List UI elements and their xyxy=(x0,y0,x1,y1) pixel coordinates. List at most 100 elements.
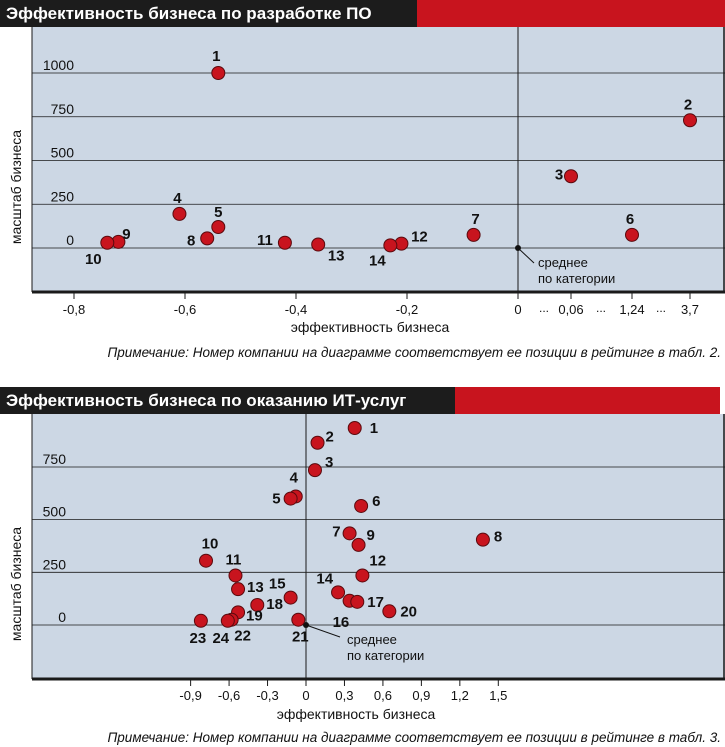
chart1-x-tick-label: 0,06 xyxy=(558,302,583,317)
chart1-point-label: 1 xyxy=(212,48,220,65)
chart2-x-tick-label: 0,3 xyxy=(335,688,353,703)
chart1-point-label: 3 xyxy=(555,166,563,183)
chart2-point-label: 14 xyxy=(316,570,333,587)
chart2-data-point xyxy=(193,613,208,628)
chart2-point-label: 15 xyxy=(269,576,286,593)
chart2-mean-label: по категории xyxy=(347,648,424,663)
chart1-mean-leader xyxy=(517,247,535,264)
chart2-mean-leader xyxy=(305,624,341,638)
chart1-data-point xyxy=(466,227,481,242)
chart2-point-label: 22 xyxy=(234,628,251,645)
chart1-point-label: 14 xyxy=(369,252,386,269)
chart1-point-label: 10 xyxy=(85,251,102,268)
chart2-plot-area xyxy=(32,414,725,679)
chart1-header: Эффективность бизнеса по разработке ПО xyxy=(0,0,725,27)
chart2-point-label: 20 xyxy=(400,603,417,620)
chart1-point-label: 9 xyxy=(122,226,130,243)
chart2-data-point xyxy=(347,420,362,435)
chart2-y-tick-label: 500 xyxy=(43,504,67,520)
chart2-data-point xyxy=(342,526,357,541)
chart1-point-label: 12 xyxy=(411,229,428,246)
chart2-data-point xyxy=(331,585,346,600)
chart1-header-red xyxy=(417,0,725,27)
chart2-x-axis-label: эффективность бизнеса xyxy=(277,706,436,722)
chart2-plot: 0 250 500 750 -0,9 -0,6 -0,3 0 0,3 0,6 0,9 1,2 1,5 эф… xyxy=(8,414,725,722)
chart1-y-tick-label: 0 xyxy=(66,232,74,248)
chart2-point-label: 3 xyxy=(325,454,333,471)
chart2-y-tick-label: 0 xyxy=(58,609,66,625)
chart2-data-point xyxy=(351,537,366,552)
chart2-point-label: 19 xyxy=(246,607,263,624)
chart2-data-point xyxy=(250,597,265,612)
chart2-point-label: 5 xyxy=(272,491,280,508)
chart1-point-label: 5 xyxy=(214,204,222,221)
chart1-x-axis-label: эффективность бизнеса xyxy=(291,319,450,335)
chart1-y-tick-label: 500 xyxy=(51,145,75,161)
chart2-data-point xyxy=(283,491,298,506)
chart2-point-label: 16 xyxy=(333,614,350,631)
chart2-x-tick-label: 0 xyxy=(302,688,309,703)
chart2-header: Эффективность бизнеса по оказанию ИТ-усл… xyxy=(0,387,725,414)
chart1-mean-label: среднее xyxy=(538,255,588,270)
chart1-plot: 0 250 500 750 1000 -0,8 -0,6 -0,4 -0,2 0 0,06 1,24 3… xyxy=(8,27,725,335)
chart2-header-black xyxy=(0,387,455,414)
chart2-data-point xyxy=(199,553,214,568)
chart1-x-tick-label: -0,6 xyxy=(174,302,196,317)
chart2-point-label: 21 xyxy=(292,629,309,646)
chart2-mean-label: среднее xyxy=(347,632,397,647)
chart2-x-tick-label: -0,6 xyxy=(218,688,240,703)
chart2-y-tick-label: 250 xyxy=(43,556,67,572)
chart1-x-tick-label: -0,4 xyxy=(285,302,307,317)
chart2-data-point xyxy=(475,532,490,547)
chart1-point-label: 8 xyxy=(187,232,195,249)
chart1-point-label: 2 xyxy=(684,96,692,113)
chart2-data-point xyxy=(228,568,243,583)
chart2-point-label: 13 xyxy=(247,579,264,596)
chart2-point-label: 6 xyxy=(372,493,380,510)
chart2-data-point xyxy=(231,582,246,597)
chart1-point-label: 7 xyxy=(471,211,479,228)
chart2-data-point xyxy=(354,498,369,513)
chart2-x-tick-label: 1,2 xyxy=(451,688,469,703)
chart1-title: Эффективность бизнеса по разработке ПО xyxy=(6,4,372,23)
chart1-data-point xyxy=(211,220,226,234)
chart2-data-point xyxy=(283,590,298,605)
chart2-data-point xyxy=(220,613,235,628)
chart2-point-label: 17 xyxy=(367,594,384,611)
chart1-data-point xyxy=(311,237,326,252)
chart2-point-label: 18 xyxy=(266,596,283,613)
chart1-data-point xyxy=(564,169,578,184)
chart2-point-label: 1 xyxy=(370,420,378,437)
chart2-header-red xyxy=(455,387,720,414)
chart2-point-label: 11 xyxy=(226,551,242,568)
chart2-data-point xyxy=(307,463,322,478)
chart1-point-label: 4 xyxy=(173,190,182,207)
chart1-axis-break: ... xyxy=(656,301,666,315)
chart2-data-point xyxy=(382,604,397,619)
chart1-x-tick-label: -0,8 xyxy=(63,302,85,317)
chart2-x-tick-label: 0,6 xyxy=(374,688,392,703)
chart1-x-tick-label: 0 xyxy=(514,302,521,317)
chart1-point-label: 6 xyxy=(626,211,634,228)
chart1-axis-break: ... xyxy=(596,301,606,315)
chart1-data-point xyxy=(383,238,398,253)
chart2-point-label: 4 xyxy=(290,469,299,486)
chart1-data-point xyxy=(200,231,215,246)
chart1-header-black xyxy=(0,0,417,27)
chart2-y-tick-label: 750 xyxy=(43,451,67,467)
chart2-data-point xyxy=(350,594,365,609)
chart1-axis-break: ... xyxy=(539,301,549,315)
chart2-x-tick-label: 1,5 xyxy=(489,688,507,703)
chart1-note: Примечание: Номер компании на диаграмме … xyxy=(107,345,721,360)
chart1-data-point xyxy=(100,235,115,250)
chart2-point-label: 8 xyxy=(494,529,502,546)
chart1-y-tick-label: 750 xyxy=(51,101,75,117)
chart1-x-tick-label: 3,7 xyxy=(681,302,699,317)
chart2-point-label: 23 xyxy=(190,630,207,647)
chart2-title: Эффективность бизнеса по оказанию ИТ-усл… xyxy=(6,391,407,410)
chart1-y-tick-label: 1000 xyxy=(43,57,74,73)
chart1-data-point xyxy=(277,235,292,250)
chart2-point-label: 24 xyxy=(212,630,229,647)
chart1-data-point xyxy=(625,227,639,242)
chart2-data-point xyxy=(291,612,306,627)
